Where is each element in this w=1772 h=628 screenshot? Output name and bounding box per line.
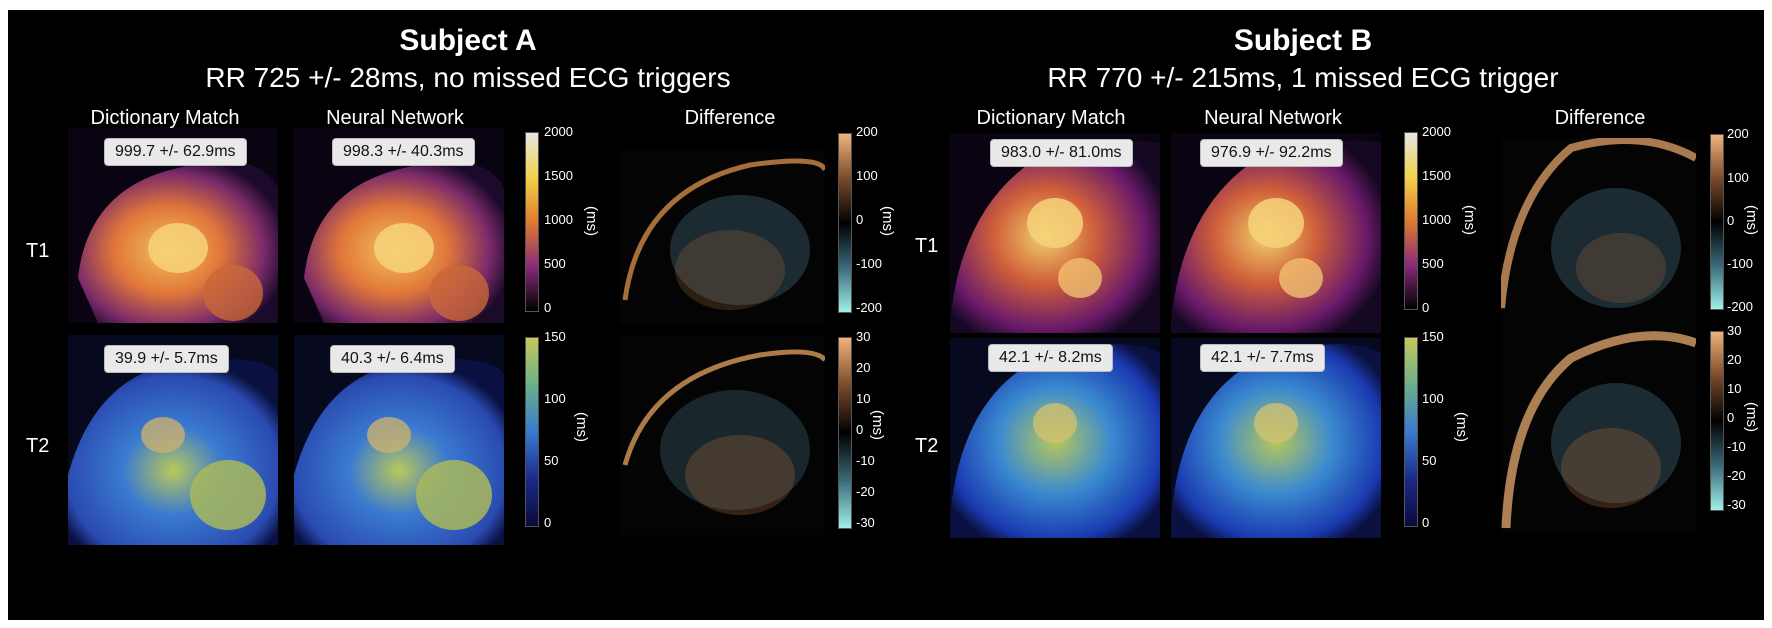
unit-a-t1: (ms) bbox=[583, 206, 600, 236]
tick-b-t1-4: 0 bbox=[1422, 300, 1430, 315]
tick-b-t2d-3: 0 bbox=[1727, 410, 1735, 425]
image-b-t1-dictionary bbox=[950, 133, 1160, 333]
image-b-t2-neural bbox=[1171, 338, 1381, 538]
tick-a-t1d-4: -200 bbox=[856, 300, 883, 315]
tick-b-t2d-6: -30 bbox=[1727, 497, 1746, 512]
row-label-b-t1: T1 bbox=[915, 235, 939, 257]
tick-b-t1d-4: -200 bbox=[1727, 299, 1754, 314]
stat-a-t2-dictionary: 39.9 +/- 5.7ms bbox=[104, 345, 229, 373]
tick-b-t2d-0: 30 bbox=[1727, 323, 1742, 338]
tick-b-t2d-1: 20 bbox=[1727, 352, 1742, 367]
colorbar-b-t1-diff bbox=[1710, 134, 1724, 310]
tick-a-t1-3: 500 bbox=[544, 256, 566, 271]
col-head-a-dictionary: Dictionary Match bbox=[90, 107, 240, 129]
unit-b-t2: (ms) bbox=[1453, 412, 1470, 442]
image-b-t1-difference bbox=[1501, 138, 1696, 328]
col-head-b-difference: Difference bbox=[1554, 107, 1646, 129]
tick-a-t2-2: 50 bbox=[544, 453, 559, 468]
tick-a-t2-3: 0 bbox=[544, 515, 552, 530]
subject-a-title: Subject A bbox=[399, 24, 537, 57]
tick-a-t1d-0: 200 bbox=[856, 124, 878, 139]
unit-b-t2-diff: (ms) bbox=[1743, 402, 1760, 432]
row-label-b-t2: T2 bbox=[915, 435, 939, 457]
tick-a-t1d-1: 100 bbox=[856, 168, 878, 183]
tick-b-t1d-3: -100 bbox=[1727, 256, 1754, 271]
colorbar-a-t1 bbox=[525, 132, 539, 312]
tick-a-t2d-5: -20 bbox=[856, 484, 875, 499]
unit-a-t2-diff: (ms) bbox=[869, 410, 886, 440]
unit-a-t2: (ms) bbox=[573, 412, 590, 442]
tick-b-t2d-4: -10 bbox=[1727, 439, 1746, 454]
stat-a-t1-dictionary: 999.7 +/- 62.9ms bbox=[104, 138, 247, 166]
stat-a-t2-neural: 40.3 +/- 6.4ms bbox=[330, 345, 455, 373]
col-head-b-neural: Neural Network bbox=[1204, 107, 1342, 129]
row-label-a-t1: T1 bbox=[26, 240, 50, 262]
tick-a-t2d-1: 20 bbox=[856, 360, 871, 375]
tick-a-t1-2: 1000 bbox=[544, 212, 573, 227]
tick-a-t2d-4: -10 bbox=[856, 453, 875, 468]
colorbar-a-t1-diff bbox=[838, 133, 852, 313]
tick-a-t2-1: 100 bbox=[544, 391, 566, 406]
tick-a-t1d-3: -100 bbox=[856, 256, 883, 271]
colorbar-b-t2-diff bbox=[1710, 331, 1724, 511]
tick-b-t2-1: 100 bbox=[1422, 391, 1444, 406]
tick-a-t1d-2: 0 bbox=[856, 212, 864, 227]
tick-b-t1d-2: 0 bbox=[1727, 213, 1735, 228]
tick-b-t1d-0: 200 bbox=[1727, 126, 1749, 141]
subject-a-subtitle: RR 725 +/- 28ms, no missed ECG triggers bbox=[205, 62, 731, 93]
stat-b-t2-neural: 42.1 +/- 7.7ms bbox=[1200, 344, 1325, 372]
col-head-a-difference: Difference bbox=[684, 107, 776, 129]
tick-a-t2d-2: 10 bbox=[856, 391, 871, 406]
tick-a-t2d-0: 30 bbox=[856, 329, 871, 344]
tick-b-t1-2: 1000 bbox=[1422, 212, 1451, 227]
col-head-b-dictionary: Dictionary Match bbox=[976, 107, 1126, 129]
colorbar-b-t2 bbox=[1404, 337, 1418, 527]
tick-b-t2-3: 0 bbox=[1422, 515, 1430, 530]
row-label-a-t2: T2 bbox=[26, 435, 50, 457]
unit-a-t1-diff: (ms) bbox=[879, 206, 896, 236]
image-a-t1-difference bbox=[620, 150, 825, 325]
tick-b-t1d-1: 100 bbox=[1727, 170, 1749, 185]
tick-b-t1-0: 2000 bbox=[1422, 124, 1451, 139]
tick-b-t2-2: 50 bbox=[1422, 453, 1437, 468]
subject-b-subtitle: RR 770 +/- 215ms, 1 missed ECG trigger bbox=[1047, 62, 1559, 93]
col-head-a-neural: Neural Network bbox=[326, 107, 464, 129]
stat-b-t2-dictionary: 42.1 +/- 8.2ms bbox=[988, 344, 1113, 372]
stat-a-t1-neural: 998.3 +/- 40.3ms bbox=[332, 138, 475, 166]
image-b-t2-difference bbox=[1501, 328, 1696, 533]
tick-a-t1-4: 0 bbox=[544, 300, 552, 315]
colorbar-a-t2 bbox=[525, 337, 539, 527]
tick-b-t2d-5: -20 bbox=[1727, 468, 1746, 483]
colorbar-a-t2-diff bbox=[838, 337, 852, 529]
stat-b-t1-neural: 976.9 +/- 92.2ms bbox=[1200, 139, 1343, 167]
tick-b-t2-0: 150 bbox=[1422, 329, 1444, 344]
figure-panel: Subject A RR 725 +/- 28ms, no missed ECG… bbox=[8, 10, 1764, 620]
stat-b-t1-dictionary: 983.0 +/- 81.0ms bbox=[990, 139, 1133, 167]
tick-a-t2d-6: -30 bbox=[856, 515, 875, 530]
tick-a-t2d-3: 0 bbox=[856, 422, 864, 437]
tick-b-t1-1: 1500 bbox=[1422, 168, 1451, 183]
tick-b-t1-3: 500 bbox=[1422, 256, 1444, 271]
image-a-t2-neural bbox=[294, 335, 504, 545]
tick-a-t1-1: 1500 bbox=[544, 168, 573, 183]
unit-b-t1: (ms) bbox=[1461, 205, 1478, 235]
subject-b-title: Subject B bbox=[1233, 24, 1373, 57]
image-a-t2-difference bbox=[620, 335, 825, 535]
tick-a-t1-0: 2000 bbox=[544, 124, 573, 139]
tick-a-t2-0: 150 bbox=[544, 329, 566, 344]
tick-b-t2d-2: 10 bbox=[1727, 381, 1742, 396]
colorbar-b-t1 bbox=[1404, 132, 1418, 310]
unit-b-t1-diff: (ms) bbox=[1743, 205, 1760, 235]
